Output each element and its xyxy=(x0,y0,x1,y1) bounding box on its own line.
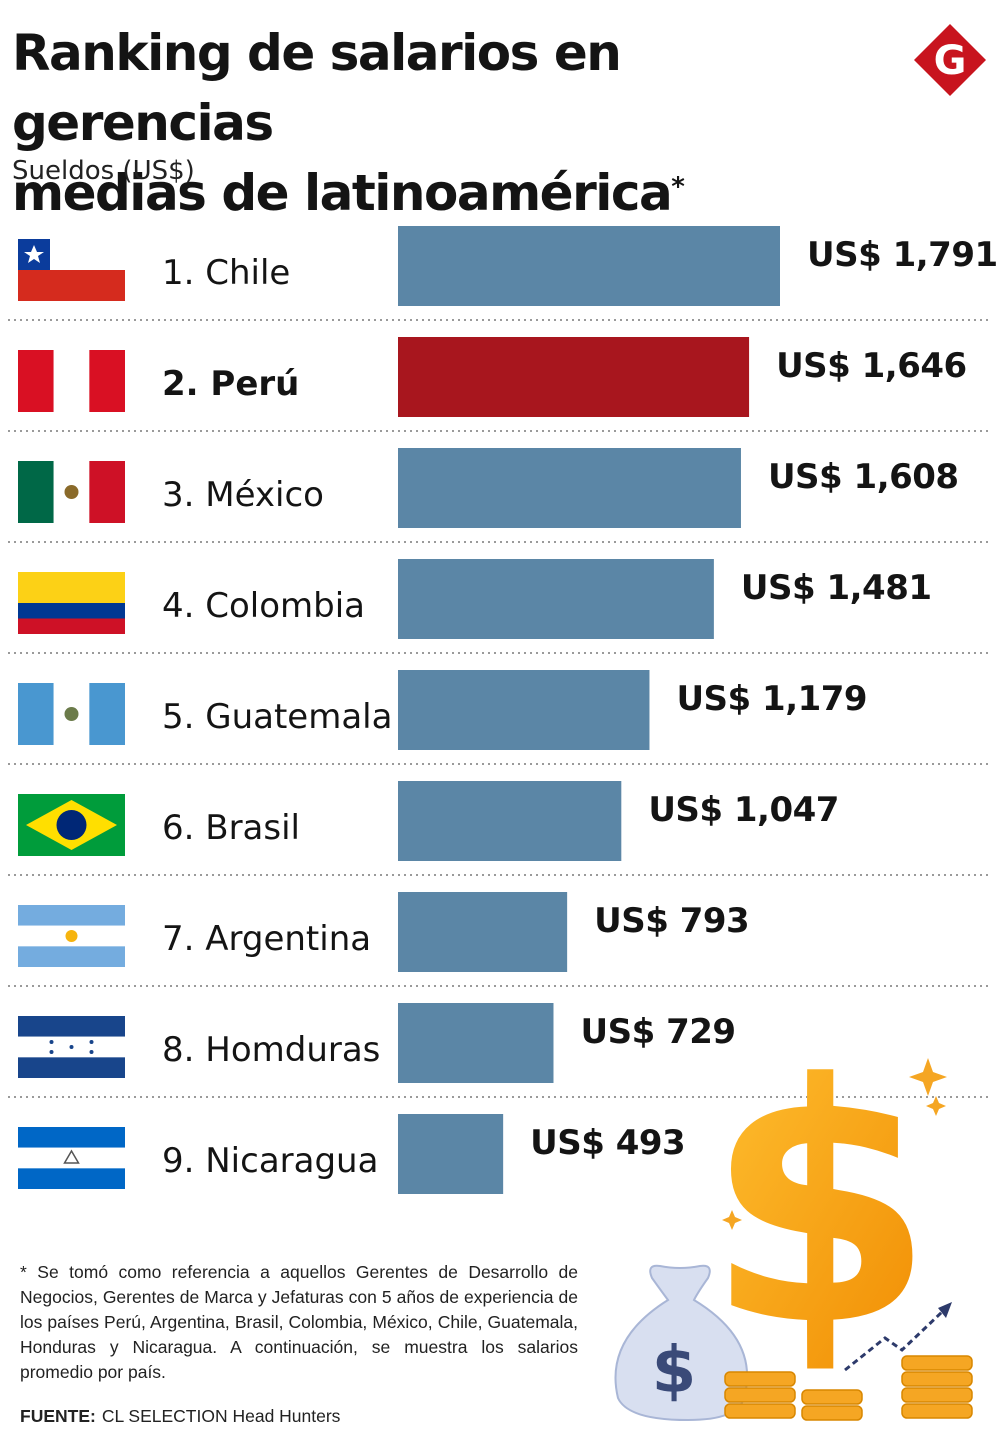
flag-peru-icon xyxy=(18,350,125,412)
flag-honduras-icon xyxy=(18,1016,125,1078)
value-label-argentina: US$ 793 xyxy=(594,901,749,941)
flag-chile-icon xyxy=(18,239,125,301)
category-label-nicaragua: 9. Nicaragua xyxy=(162,1141,378,1181)
category-label-brasil: 6. Brasil xyxy=(162,808,300,848)
coin-stacks-icon xyxy=(724,1355,973,1421)
source-label: FUENTE: xyxy=(20,1406,96,1426)
flag-argentina-icon xyxy=(18,905,125,967)
bar-mexico xyxy=(398,448,741,528)
category-label-chile: 1. Chile xyxy=(162,253,290,293)
value-label-guatemala: US$ 1,179 xyxy=(676,679,867,719)
big-dollar-icon: $ xyxy=(705,1020,935,1398)
source-text: CL SELECTION Head Hunters xyxy=(101,1406,341,1426)
title-line-1: Ranking de salarios en gerencias xyxy=(12,24,622,152)
bar-colombia xyxy=(398,559,714,639)
flag-nicaragua-icon xyxy=(18,1127,125,1189)
footnote: * Se tomó como referencia a aquellos Ger… xyxy=(20,1262,578,1382)
bar-honduras xyxy=(398,1003,554,1083)
value-label-mexico: US$ 1,608 xyxy=(768,457,959,497)
category-label-peru: 2. Perú xyxy=(162,364,299,404)
flag-colombia-icon xyxy=(18,572,125,634)
logo-diamond xyxy=(914,24,986,96)
bar-argentina xyxy=(398,892,568,972)
title-asterisk: * xyxy=(671,172,685,202)
money-bag-icon: $ xyxy=(614,1264,749,1422)
trend-arrowhead xyxy=(938,1302,952,1318)
value-label-honduras: US$ 729 xyxy=(580,1012,735,1052)
value-label-peru: US$ 1,646 xyxy=(776,346,967,386)
value-label-colombia: US$ 1,481 xyxy=(741,568,932,608)
bar-guatemala xyxy=(398,670,650,750)
category-label-honduras: 8. Homduras xyxy=(162,1030,380,1070)
title-line-2: medias de latinoamérica xyxy=(12,164,673,222)
flag-brasil-icon xyxy=(18,794,125,856)
bag-dollar-icon: $ xyxy=(652,1334,697,1408)
sparkle-icon xyxy=(722,1058,947,1230)
flag-guatemala-icon xyxy=(18,683,125,745)
value-label-nicaragua: US$ 493 xyxy=(530,1123,685,1163)
bar-nicaragua xyxy=(398,1114,504,1194)
flag-mexico-icon xyxy=(18,461,125,523)
bar-brasil xyxy=(398,781,622,861)
money-illustration: $ $ xyxy=(614,1020,973,1422)
category-label-argentina: 7. Argentina xyxy=(162,919,371,959)
value-label-brasil: US$ 1,047 xyxy=(648,790,839,830)
trend-arrow-icon xyxy=(844,1310,944,1372)
category-label-colombia: 4. Colombia xyxy=(162,586,365,626)
bar-chart: US$ 1,791 1. Chile US$ 1,646 2. Perú US$ 1,6… xyxy=(8,226,998,1194)
category-label-guatemala: 5. Guatemala xyxy=(162,697,392,737)
chart-subtitle: Sueldos (US$) xyxy=(12,156,195,186)
logo-letter: G xyxy=(934,38,967,84)
bar-peru xyxy=(398,337,750,417)
source-line: FUENTE: CL SELECTION Head Hunters xyxy=(20,1406,340,1427)
brand-logo: G xyxy=(914,24,986,96)
chart-title: Ranking de salarios en gerencias medias d… xyxy=(12,18,892,228)
value-label-chile: US$ 1,791 xyxy=(807,235,998,275)
bar-chile xyxy=(398,226,780,306)
category-label-mexico: 3. México xyxy=(162,475,324,515)
